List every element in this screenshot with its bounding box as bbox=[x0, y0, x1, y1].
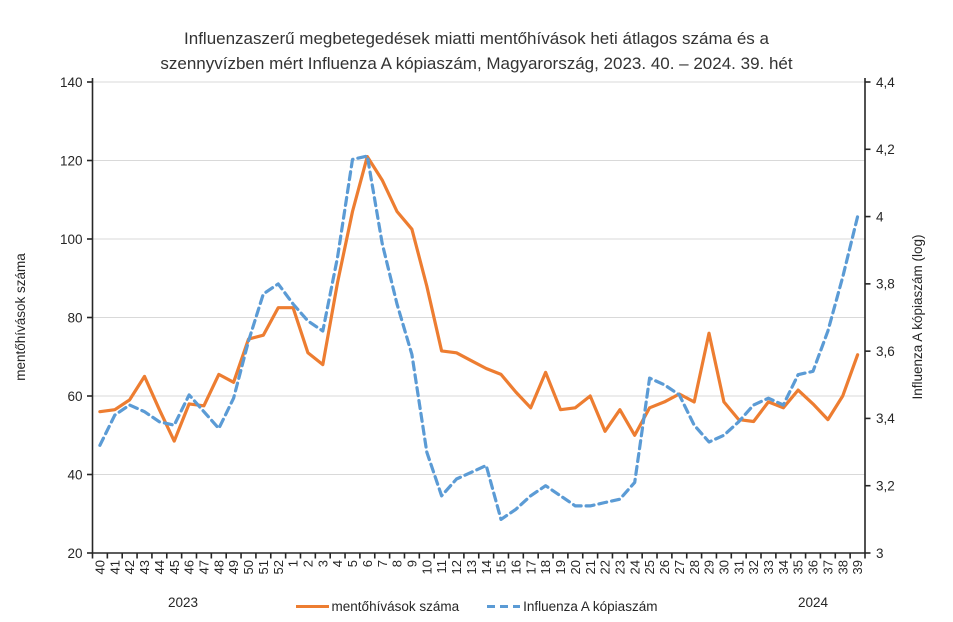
right-axis-tick-label: 3,6 bbox=[876, 344, 895, 359]
x-axis-tick-label: 20 bbox=[568, 560, 583, 574]
x-axis-tick-label: 23 bbox=[612, 560, 627, 574]
right-axis-tick-label: 3 bbox=[876, 546, 884, 561]
x-axis-tick-label: 6 bbox=[360, 560, 375, 567]
x-axis-tick-label: 32 bbox=[746, 560, 761, 574]
legend-row: 2023 mentőhívások száma Influenza A kópi… bbox=[0, 595, 953, 619]
right-axis-tick-label: 3,8 bbox=[876, 277, 895, 292]
left-axis-tick-label: 80 bbox=[67, 310, 82, 325]
x-axis-tick-label: 41 bbox=[107, 560, 122, 574]
x-axis-tick-label: 16 bbox=[508, 560, 523, 574]
x-axis-tick-label: 12 bbox=[449, 560, 464, 574]
x-axis-tick-label: 2 bbox=[301, 560, 316, 567]
x-axis-tick-label: 11 bbox=[434, 560, 449, 574]
x-axis-tick-label: 25 bbox=[642, 560, 657, 574]
x-axis-tick-label: 8 bbox=[390, 560, 405, 567]
left-axis-tick-label: 140 bbox=[60, 75, 83, 90]
x-axis-tick-label: 9 bbox=[404, 560, 419, 567]
x-axis-tick-label: 44 bbox=[152, 560, 167, 574]
right-axis-tick-label: 3,2 bbox=[876, 479, 895, 494]
right-axis-tick-label: 3,4 bbox=[876, 411, 895, 426]
left-axis-tick-label: 40 bbox=[67, 467, 82, 482]
series-line-calls bbox=[98, 155, 860, 443]
x-axis-tick-label: 34 bbox=[776, 560, 791, 574]
left-axis-tick-label: 120 bbox=[60, 153, 83, 168]
x-axis-tick-label: 45 bbox=[167, 560, 182, 574]
x-axis-tick-label: 47 bbox=[197, 560, 212, 574]
x-axis-tick-label: 19 bbox=[553, 560, 568, 574]
chart-title: Influenzaszerű megbetegedések miatti men… bbox=[0, 26, 953, 76]
x-axis-tick-label: 49 bbox=[226, 560, 241, 574]
x-axis-tick-label: 13 bbox=[464, 560, 479, 574]
x-axis-tick-label: 43 bbox=[137, 560, 152, 574]
x-axis-tick-label: 37 bbox=[820, 560, 835, 574]
axes bbox=[87, 78, 871, 559]
chart-title-line2: szennyvízben mért Influenza A kópiaszám,… bbox=[160, 54, 793, 73]
x-axis-tick-label: 42 bbox=[122, 560, 137, 574]
year-label-2024: 2024 bbox=[797, 595, 829, 610]
x-axis-tick-label: 36 bbox=[806, 560, 821, 574]
legend-item-calls: mentőhívások száma bbox=[295, 598, 460, 614]
left-axis-tick-label: 100 bbox=[60, 232, 83, 247]
right-axis-tick-label: 4,4 bbox=[876, 75, 895, 90]
x-axis-tick-label: 14 bbox=[479, 560, 494, 574]
x-axis-tick-label: 40 bbox=[93, 560, 108, 574]
legend-label-copies: Influenza A kópiaszám bbox=[523, 598, 658, 614]
x-axis-tick-label: 31 bbox=[731, 560, 746, 574]
chart-title-line1: Influenzaszerű megbetegedések miatti men… bbox=[184, 29, 769, 48]
x-axis-tick-label: 17 bbox=[523, 560, 538, 574]
x-axis-tick-label: 29 bbox=[702, 560, 717, 574]
x-axis-tick-label: 51 bbox=[256, 560, 271, 574]
left-axis-title: mentőhívások száma bbox=[13, 253, 28, 381]
x-axis-tick-label: 18 bbox=[538, 560, 553, 574]
left-axis-tick-label: 60 bbox=[67, 389, 82, 404]
x-axis-tick-label: 3 bbox=[315, 560, 330, 567]
x-axis-tick-label: 33 bbox=[761, 560, 776, 574]
left-axis-tick-label: 20 bbox=[67, 546, 82, 561]
x-axis-tick-label: 22 bbox=[598, 560, 613, 574]
series-line-copies bbox=[98, 154, 860, 522]
right-axis-title: Influenza A kópiaszám (log) bbox=[910, 234, 925, 399]
right-axis-tick-label: 4 bbox=[876, 209, 884, 224]
x-axis-tick-label: 28 bbox=[687, 560, 702, 574]
data-series bbox=[98, 154, 860, 522]
x-axis-tick-label: 4 bbox=[330, 560, 345, 567]
right-axis-tick-label: 4,2 bbox=[876, 142, 895, 157]
year-label-2023: 2023 bbox=[167, 595, 199, 610]
legend: mentőhívások száma Influenza A kópiaszám bbox=[0, 595, 953, 617]
x-axis-tick-label: 24 bbox=[627, 560, 642, 574]
gridlines bbox=[92, 81, 865, 475]
x-axis-tick-label: 26 bbox=[657, 560, 672, 574]
x-axis-tick-label: 39 bbox=[850, 560, 865, 574]
x-axis-tick-label: 48 bbox=[211, 560, 226, 574]
x-axis-tick-label: 30 bbox=[716, 560, 731, 574]
x-axis-tick-label: 38 bbox=[835, 560, 850, 574]
x-axis-tick-label: 5 bbox=[345, 560, 360, 567]
x-axis-tick-label: 35 bbox=[791, 560, 806, 574]
x-axis-tick-label: 50 bbox=[241, 560, 256, 574]
legend-line-solid-icon bbox=[295, 604, 329, 608]
x-axis-tick-label: 1 bbox=[286, 560, 301, 567]
x-axis-tick-label: 15 bbox=[494, 560, 509, 574]
x-axis-tick-label: 52 bbox=[271, 560, 286, 574]
x-axis-tick-label: 7 bbox=[375, 560, 390, 567]
legend-line-dashed-icon bbox=[487, 604, 521, 608]
x-axis-tick-label: 21 bbox=[583, 560, 598, 574]
x-axis-tick-label: 27 bbox=[672, 560, 687, 574]
legend-item-copies: Influenza A kópiaszám bbox=[487, 599, 657, 614]
x-axis-tick-label: 10 bbox=[419, 560, 434, 574]
legend-label-calls: mentőhívások száma bbox=[331, 598, 460, 614]
x-axis-tick-label: 46 bbox=[182, 560, 197, 574]
